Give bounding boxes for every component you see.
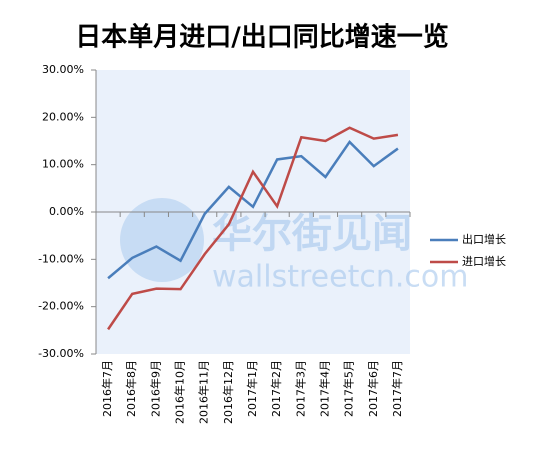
x-tick-label: 2017年6月 [366, 360, 380, 417]
x-tick-label: 2016年9月 [148, 360, 162, 417]
y-tick-label: -10.00% [38, 252, 84, 265]
watermark: 华尔街见闻 [212, 211, 412, 257]
x-tick-label: 2017年3月 [293, 360, 307, 417]
x-tick-label: 2017年1月 [245, 360, 259, 417]
x-tick-label: 2016年12月 [221, 360, 235, 424]
x-tick-label: 2016年11月 [197, 360, 211, 424]
y-tick-label: 10.00% [42, 158, 84, 171]
y-tick-label: 0.00% [49, 205, 84, 218]
y-tick-label: -20.00% [38, 300, 84, 313]
x-tick-label: 2017年5月 [342, 360, 356, 417]
x-tick-label: 2017年7月 [390, 360, 404, 417]
y-tick-label: 20.00% [42, 110, 84, 123]
x-tick-label: 2016年7月 [100, 360, 114, 417]
x-tick-label: 2016年10月 [173, 360, 187, 424]
watermark-logo [120, 198, 204, 282]
y-tick-label: -30.00% [38, 347, 84, 360]
series-line [107, 140, 399, 280]
x-tick-label: 2017年4月 [317, 360, 331, 417]
series-line [107, 126, 399, 331]
legend-label: 出口增长 [462, 232, 506, 246]
y-tick-label: 30.00% [42, 63, 84, 76]
watermark: wallstreetcn.com [212, 260, 468, 295]
legend-label: 进口增长 [462, 254, 506, 268]
x-tick-label: 2017年2月 [269, 360, 283, 417]
chart-title: 日本单月进口/出口同比增速一览 [75, 22, 449, 53]
x-tick-label: 2016年8月 [124, 360, 138, 417]
